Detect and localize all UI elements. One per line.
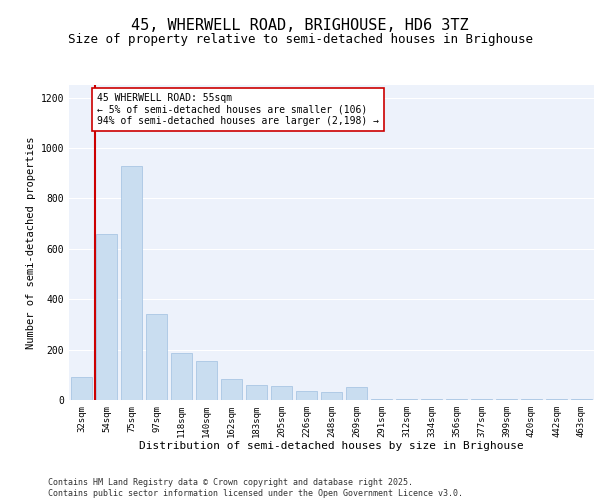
Bar xyxy=(546,399,567,400)
Bar xyxy=(71,378,92,400)
Bar xyxy=(246,385,267,400)
Text: Contains HM Land Registry data © Crown copyright and database right 2025.
Contai: Contains HM Land Registry data © Crown c… xyxy=(48,478,463,498)
Text: 45, WHERWELL ROAD, BRIGHOUSE, HD6 3TZ: 45, WHERWELL ROAD, BRIGHOUSE, HD6 3TZ xyxy=(131,18,469,32)
Bar xyxy=(471,399,492,400)
Bar xyxy=(571,399,592,400)
Bar xyxy=(446,399,467,400)
Bar xyxy=(171,354,192,400)
Bar xyxy=(196,361,217,400)
Bar xyxy=(271,386,292,400)
Bar xyxy=(346,388,367,400)
Bar xyxy=(296,391,317,400)
Bar xyxy=(421,399,442,400)
Text: 45 WHERWELL ROAD: 55sqm
← 5% of semi-detached houses are smaller (106)
94% of se: 45 WHERWELL ROAD: 55sqm ← 5% of semi-det… xyxy=(97,92,379,126)
Bar xyxy=(521,399,542,400)
Bar xyxy=(321,392,342,400)
Bar xyxy=(371,399,392,400)
Bar xyxy=(121,166,142,400)
Bar xyxy=(146,314,167,400)
Bar xyxy=(496,399,517,400)
Bar xyxy=(96,234,117,400)
Y-axis label: Number of semi-detached properties: Number of semi-detached properties xyxy=(26,136,37,349)
Text: Size of property relative to semi-detached houses in Brighouse: Size of property relative to semi-detach… xyxy=(67,32,533,46)
X-axis label: Distribution of semi-detached houses by size in Brighouse: Distribution of semi-detached houses by … xyxy=(139,442,524,452)
Bar xyxy=(396,399,417,400)
Bar xyxy=(221,378,242,400)
